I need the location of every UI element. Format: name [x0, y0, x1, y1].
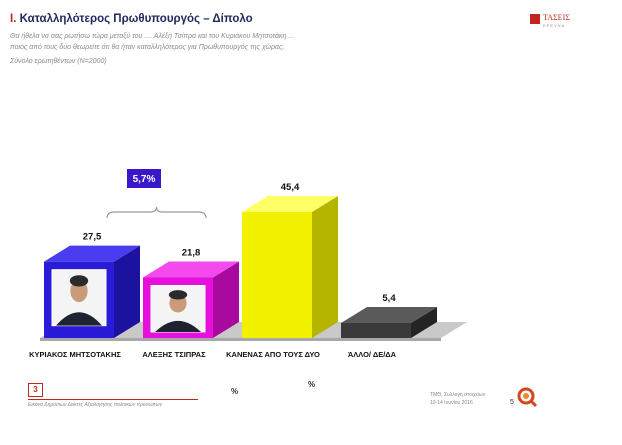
- footer-source: Εικόνα Δημόσιων Δείκτες Αξιολόγησης πολι…: [28, 402, 163, 408]
- difference-brace: [106, 206, 207, 219]
- bar-side: [213, 261, 239, 338]
- section-number: I.: [10, 13, 17, 25]
- bar-side: [312, 196, 338, 338]
- percent-symbol: %: [308, 380, 316, 389]
- footer-meta-line-1: ΤΜΘ, Συλλογή στοιχείων: [430, 392, 486, 398]
- footer-divider: [28, 399, 198, 400]
- tick-label: ΑΛΕΞΗΣ ΤΣΙΠΡΑΣ: [142, 350, 206, 359]
- bar: [242, 212, 312, 338]
- question-line-2: ποιος από τους δύο θεωρείτε ότι θα ήταν …: [10, 44, 285, 51]
- bar-top: [143, 261, 239, 278]
- page-title: I. Καταλληλότερος Πρωθυπουργός – Δίπολο: [10, 13, 253, 25]
- bar-side: [114, 245, 140, 338]
- bar-top: [242, 196, 338, 212]
- bar-top: [341, 307, 437, 324]
- brand-logo: ΤΑΣΕΙΣ ΕΡΕΥΝΑ: [530, 13, 570, 31]
- magnifier-logo-icon: [517, 387, 538, 408]
- page-number: 5: [510, 399, 514, 406]
- portrait-hair-icon: [168, 290, 188, 300]
- footer-meta-line-2: 10-14 Ιουνίου 2016: [430, 400, 473, 406]
- portrait-hair-icon: [69, 275, 89, 287]
- tick-label: ΚΑΝΕΝΑΣ ΑΠΟ ΤΟΥΣ ΔΥΟ: [226, 350, 320, 359]
- percent-symbol: %: [231, 387, 239, 396]
- bar: [341, 323, 411, 338]
- chart-floor-edge: [40, 338, 441, 341]
- portrait-suit-icon: [56, 312, 102, 326]
- data-label: 27,5: [83, 232, 102, 243]
- question-line-1: Θα ήθελα να σας ρωτήσω τώρα μεταξύ του .…: [10, 33, 295, 40]
- tick-label: ΚΥΡΙΑΚΟΣ ΜΗΤΣΟΤΑΚΗΣ: [29, 350, 121, 359]
- difference-badge: [127, 169, 161, 188]
- bar-top: [44, 245, 140, 262]
- data-label: 5,4: [382, 293, 396, 304]
- red-square-logo-icon: [530, 14, 540, 24]
- bar-side: [411, 307, 437, 338]
- logo-name: ΤΑΣΕΙΣ: [543, 13, 570, 22]
- title-text: Καταλληλότερος Πρωθυπουργός – Δίπολο: [19, 13, 253, 25]
- data-label: 21,8: [182, 247, 201, 258]
- logo-sub: ΕΡΕΥΝΑ: [543, 23, 566, 28]
- difference-label: 5,7%: [133, 174, 156, 185]
- tick-label: ΆΛΛΟ/ ΔΕ/ΔΑ: [348, 350, 397, 359]
- portrait-suit-icon: [155, 320, 201, 332]
- page-box: 3: [28, 383, 43, 397]
- sample-size: Σύνολο ερωτηθέντων (N=2000): [10, 58, 107, 65]
- data-label: 45,4: [281, 182, 300, 193]
